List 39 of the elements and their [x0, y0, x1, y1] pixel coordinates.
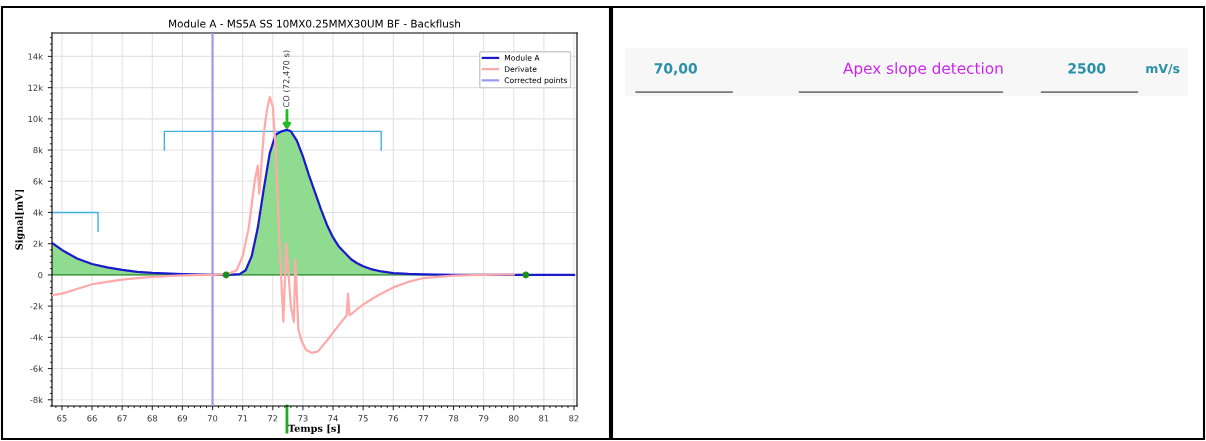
y-tick-label: -8k	[30, 396, 43, 404]
text: 70,00	[654, 63, 697, 76]
x-tick-label: 72	[268, 415, 278, 422]
x-tick-label: 69	[177, 415, 188, 422]
text: mV/s	[1146, 63, 1180, 75]
x-tick-label: 76	[388, 415, 399, 422]
y-tick-label: 14k	[28, 53, 43, 60]
chart-title: Module A - MS5A SS 10MX0.25MMX30UM BF - Backflush	[169, 19, 460, 28]
y-tick-label: -4k	[30, 334, 43, 341]
y-tick-label: 6k	[33, 178, 43, 185]
x-tick-label: 80	[509, 415, 519, 422]
x-tick-label: 68	[147, 415, 158, 422]
x-axis-title: Temps [s]	[288, 424, 340, 434]
y-axis-title: Signal[mV]	[15, 189, 25, 250]
x-tick-label: 77	[418, 415, 428, 422]
y-tick-label: 8k	[33, 146, 43, 154]
x-tick-label: 74	[328, 415, 338, 422]
x-tick-label: 73	[298, 415, 308, 422]
text: 2500	[1068, 63, 1106, 74]
y-tick-label: 12k	[28, 84, 43, 91]
x-tick-label: 79	[479, 415, 489, 422]
x-tick-label: 65	[57, 415, 67, 422]
y-tick-label: 2k	[33, 240, 43, 247]
x-tick-label: 78	[448, 415, 459, 422]
y-tick-label: -2k	[30, 302, 43, 310]
y-tick-label: 0	[38, 271, 43, 279]
x-tick-label: 75	[358, 415, 368, 422]
text: Apex slope detection	[843, 62, 1003, 77]
y-tick-label: 4k	[33, 209, 43, 216]
annotation: CO (72,470 s)	[282, 50, 291, 108]
x-tick-label: 81	[539, 415, 549, 422]
x-tick-label: 71	[238, 415, 248, 422]
x-tick-label: 66	[87, 415, 97, 422]
x-tick-label: 67	[117, 415, 127, 422]
y-tick-label: 10k	[28, 115, 43, 123]
x-tick-label: 82	[569, 415, 579, 422]
x-tick-label: 70	[207, 415, 218, 422]
line-series	[52, 95, 515, 355]
y-tick-label: -6k	[30, 365, 43, 372]
